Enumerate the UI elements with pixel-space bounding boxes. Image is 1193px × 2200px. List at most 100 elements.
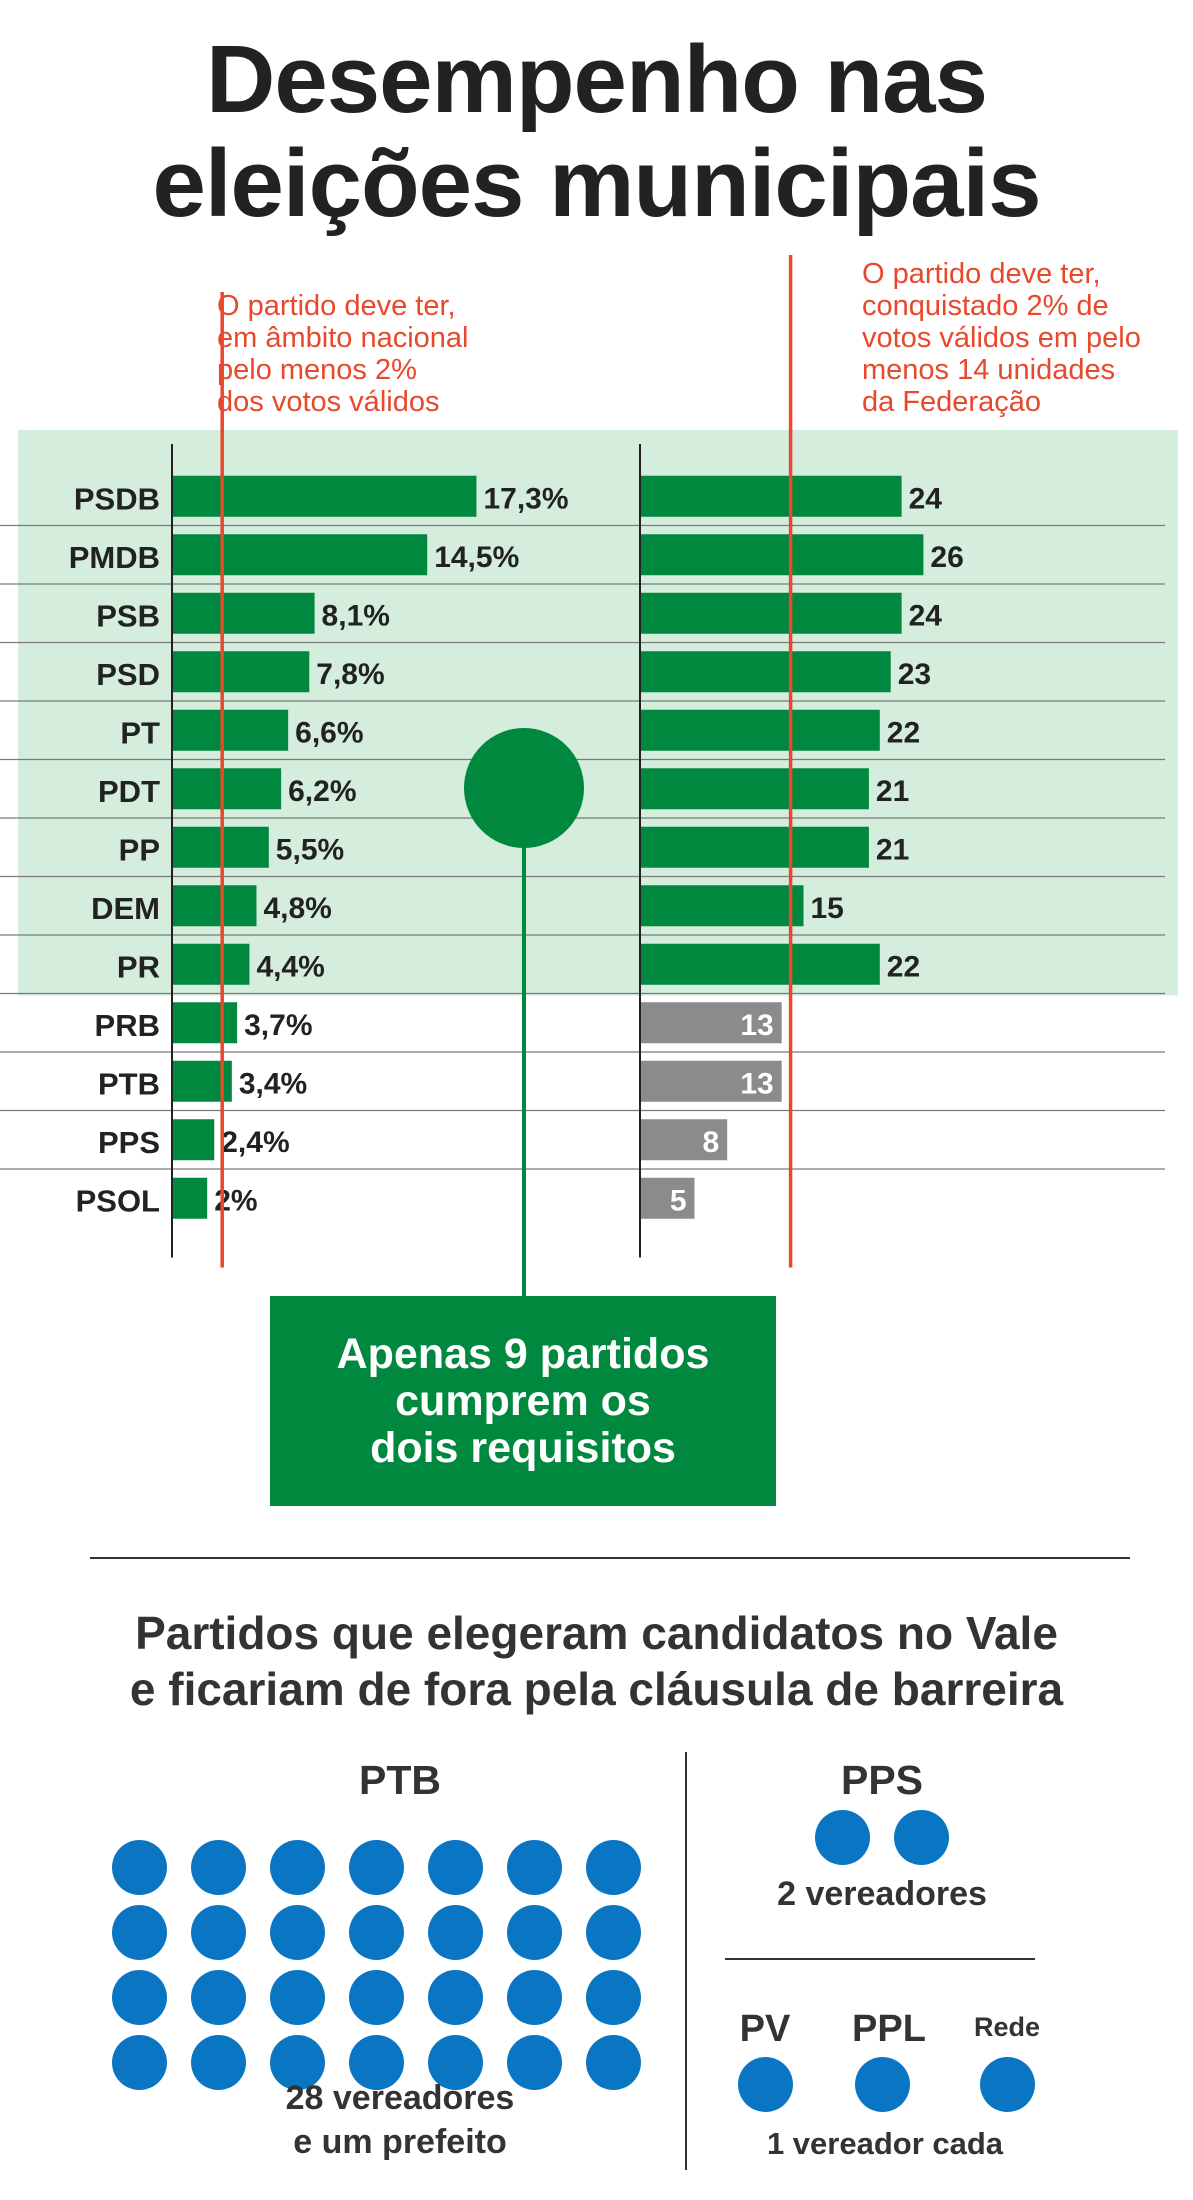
note-right-line-4: menos 14 unidades bbox=[862, 354, 1116, 386]
ptb-dot bbox=[191, 2035, 246, 2090]
note-right-line-2: conquistado 2% de bbox=[862, 290, 1109, 322]
subtitle-line-2: e ficariam de fora pela cláusula de barr… bbox=[129, 1663, 1064, 1715]
category-label-ptb: PTB bbox=[98, 1066, 160, 1101]
pct-bar-dem bbox=[172, 885, 257, 927]
uf-label-dem: 15 bbox=[811, 892, 844, 925]
pps-dot bbox=[894, 1810, 949, 1865]
callout-line-1: Apenas 9 partidos bbox=[336, 1329, 710, 1378]
bar-charts: PSDB 17,3% 24 PMDB 14,5% 26 PSB 8,1% 24 PSD 7,8% 23… bbox=[0, 255, 1178, 1296]
uf-bar-dem bbox=[640, 885, 804, 927]
small-parties-caption: 1 vereador cada bbox=[766, 2126, 1004, 2161]
uf-bar-pt bbox=[640, 709, 880, 751]
ptb-dot bbox=[112, 1905, 167, 1960]
ptb-dot bbox=[349, 1905, 404, 1960]
ptb-caption-line-2: e um prefeito bbox=[293, 2123, 507, 2161]
ptb-label: PTB bbox=[359, 1757, 441, 1803]
note-left-line-4: dos votos válidos bbox=[217, 386, 440, 418]
uf-bar-psol bbox=[640, 1177, 695, 1219]
pct-label-pmdb: 14,5% bbox=[434, 541, 519, 574]
ptb-dot bbox=[191, 1905, 246, 1960]
pct-label-pp: 5,5% bbox=[276, 833, 344, 866]
ptb-dot bbox=[428, 1905, 483, 1960]
uf-bar-pmdb bbox=[640, 534, 924, 576]
category-label-psb: PSB bbox=[96, 598, 160, 633]
note-right-line-5: da Federação bbox=[862, 386, 1041, 418]
ptb-dot bbox=[270, 1970, 325, 2025]
ptb-dot bbox=[112, 1840, 167, 1895]
page-title: Desempenho nas eleições municipais bbox=[0, 28, 1193, 236]
pps-dot bbox=[815, 1810, 870, 1865]
pct-label-ptb: 3,4% bbox=[239, 1067, 307, 1100]
pct-label-pdt: 6,2% bbox=[288, 775, 356, 808]
rede-label: Rede bbox=[973, 2012, 1041, 2042]
title-line-2: eleições municipais bbox=[152, 130, 1041, 237]
ppl-dot bbox=[855, 2057, 910, 2112]
category-label-psol: PSOL bbox=[76, 1183, 160, 1218]
ptb-dot bbox=[270, 1905, 325, 1960]
category-label-pt: PT bbox=[120, 715, 160, 750]
pct-bar-pps bbox=[172, 1119, 215, 1161]
callout-connector-dot bbox=[464, 728, 584, 848]
ptb-dot bbox=[112, 1970, 167, 2025]
ptb-dot bbox=[349, 1840, 404, 1895]
ptb-dot bbox=[270, 2035, 325, 2090]
vertical-divider bbox=[685, 1752, 687, 2170]
ptb-dot bbox=[428, 2035, 483, 2090]
pct-bar-psdb bbox=[172, 475, 477, 517]
pct-label-psb: 8,1% bbox=[322, 599, 390, 632]
pct-label-psd: 7,8% bbox=[316, 658, 384, 691]
uf-bar-psdb bbox=[640, 475, 902, 517]
pct-label-prb: 3,7% bbox=[244, 1009, 312, 1042]
uf-label-pt: 22 bbox=[887, 716, 920, 749]
note-left-line-1: O partido deve ter, bbox=[217, 290, 456, 322]
pv-dot bbox=[738, 2057, 793, 2112]
ptb-dot-grid bbox=[112, 1840, 642, 2090]
ptb-dot bbox=[586, 1970, 641, 2025]
ptb-dot bbox=[507, 1840, 562, 1895]
uf-label-psb: 24 bbox=[909, 599, 943, 632]
uf-label-psdb: 24 bbox=[909, 482, 943, 515]
note-right-line-1: O partido deve ter, bbox=[862, 258, 1101, 290]
pct-bar-psb bbox=[172, 592, 315, 634]
ptb-dot bbox=[191, 1840, 246, 1895]
subtitle-line-1: Partidos que elegeram candidatos no Vale bbox=[135, 1607, 1058, 1659]
category-label-pps: PPS bbox=[98, 1125, 160, 1160]
pct-bar-pt bbox=[172, 709, 289, 751]
uf-bar-ptb bbox=[640, 1060, 782, 1102]
pct-bar-pr bbox=[172, 943, 250, 985]
ptb-dot bbox=[428, 1970, 483, 2025]
pct-bar-psd bbox=[172, 651, 310, 693]
category-label-pmdb: PMDB bbox=[69, 540, 160, 575]
callout-line-2: cumprem os bbox=[395, 1376, 651, 1425]
pps-label: PPS bbox=[840, 1757, 924, 1803]
uf-label-psol: 5 bbox=[670, 1184, 687, 1217]
pct-label-psdb: 17,3% bbox=[483, 482, 568, 515]
category-label-pp: PP bbox=[119, 832, 160, 867]
pct-bar-pp bbox=[172, 826, 269, 868]
ptb-dot bbox=[270, 1840, 325, 1895]
pct-label-pr: 4,4% bbox=[256, 950, 324, 983]
uf-label-pp: 21 bbox=[876, 833, 909, 866]
pct-label-pt: 6,6% bbox=[295, 716, 363, 749]
ptb-dot bbox=[349, 1970, 404, 2025]
uf-label-pmdb: 26 bbox=[930, 541, 963, 574]
ptb-dot bbox=[349, 2035, 404, 2090]
uf-bar-psd bbox=[640, 651, 891, 693]
ptb-dot bbox=[586, 1905, 641, 1960]
note-right-line-3: votos válidos em pelo bbox=[862, 322, 1141, 354]
uf-bar-pp bbox=[640, 826, 869, 868]
uf-bar-pps bbox=[640, 1119, 728, 1161]
callout-box: Apenas 9 partidos cumprem os dois requis… bbox=[270, 1296, 776, 1506]
rede-dot bbox=[980, 2057, 1035, 2112]
uf-bar-psb bbox=[640, 592, 902, 634]
threshold-note-right: O partido deve ter, conquistado 2% de vo… bbox=[862, 258, 1141, 418]
uf-bar-pdt bbox=[640, 768, 869, 810]
ptb-dot bbox=[586, 1840, 641, 1895]
section-divider bbox=[90, 1557, 1130, 1559]
small-parties-rule bbox=[725, 1958, 1035, 1960]
ptb-dot bbox=[586, 2035, 641, 2090]
ptb-caption: 28 vereadores e um prefeito bbox=[200, 2076, 600, 2164]
uf-label-psd: 23 bbox=[898, 658, 931, 691]
pct-bar-psol bbox=[172, 1177, 208, 1219]
ptb-caption-line-1: 28 vereadores bbox=[285, 2079, 515, 2117]
